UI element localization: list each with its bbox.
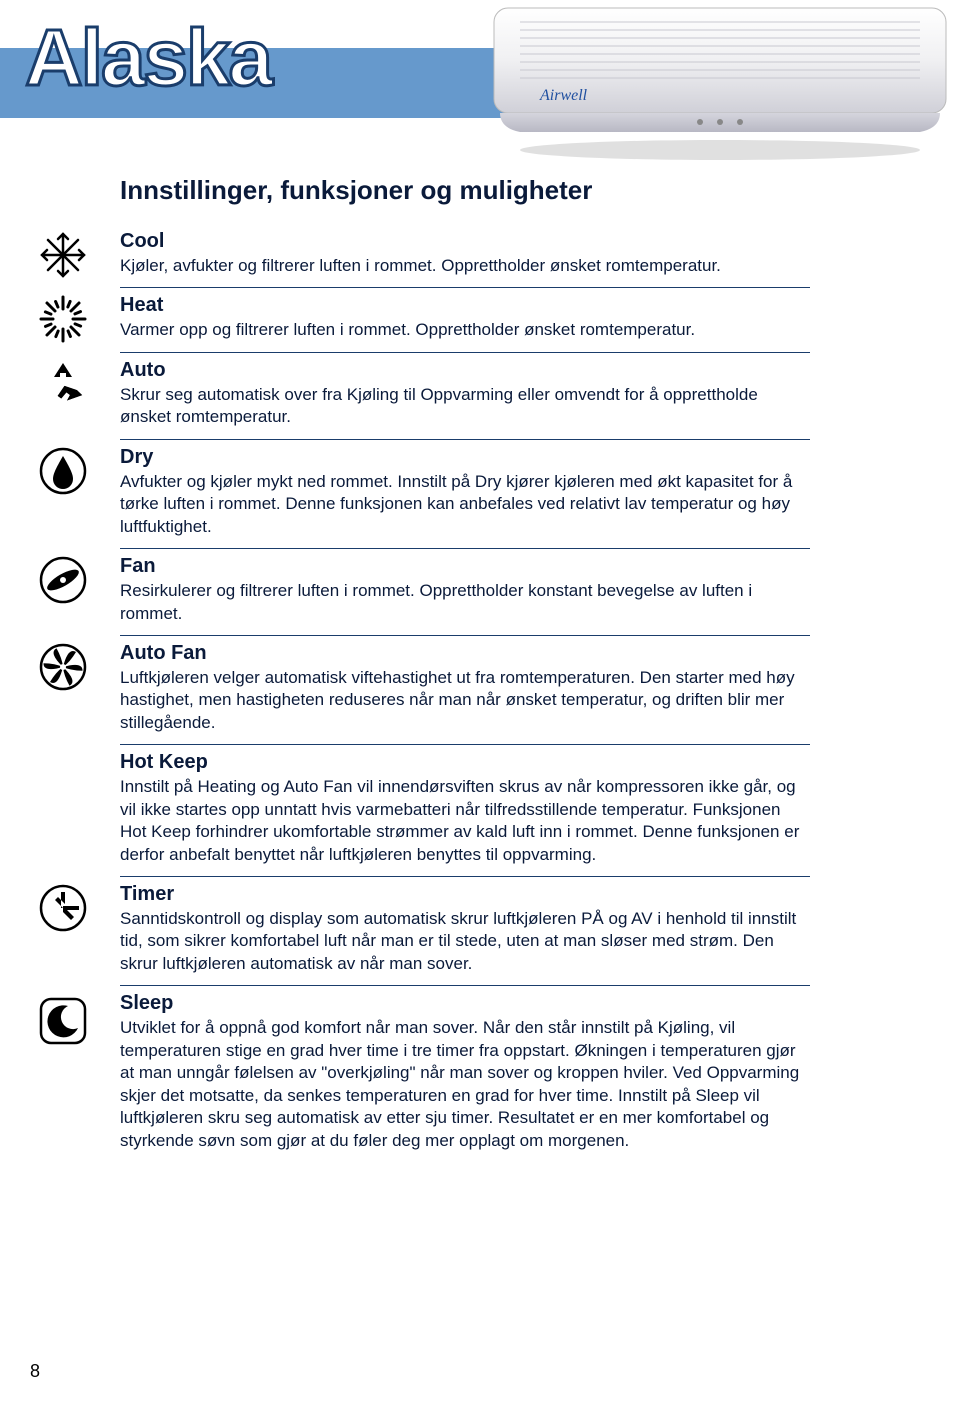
- snowflake-icon: [38, 230, 88, 280]
- feature-body: Utviklet for å oppnå god komfort når man…: [120, 1017, 810, 1152]
- recycle-icon: [38, 359, 88, 409]
- brand-logo: Alaska: [25, 18, 271, 98]
- feature-sleep: Sleep Utviklet for å oppnå god komfort n…: [120, 986, 810, 1162]
- feature-title: Auto: [120, 359, 810, 382]
- feature-title: Heat: [120, 294, 810, 317]
- feature-body: Resirkulerer og filtrerer luften i romme…: [120, 580, 810, 625]
- feature-body: Sanntidskontroll og display som automati…: [120, 908, 810, 975]
- feature-title: Auto Fan: [120, 642, 810, 665]
- feature-heat: Heat Varmer opp og filtrerer luften i ro…: [120, 288, 810, 352]
- moon-icon: [38, 996, 88, 1046]
- feature-body: Luftkjøleren velger automatisk viftehast…: [120, 667, 810, 734]
- feature-timer: Timer Sanntidskontroll og display som au…: [120, 877, 810, 986]
- page-number: 8: [30, 1361, 40, 1382]
- feature-body: Skrur seg automatisk over fra Kjøling ti…: [120, 384, 810, 429]
- feature-autofan: Auto Fan Luftkjøleren velger automatisk …: [120, 636, 810, 745]
- feature-body: Avfukter og kjøler mykt ned rommet. Inns…: [120, 471, 810, 538]
- droplet-icon: [38, 446, 88, 496]
- feature-dry: Dry Avfukter og kjøler mykt ned rommet. …: [120, 440, 810, 549]
- feature-fan: Fan Resirkulerer og filtrerer luften i r…: [120, 549, 810, 636]
- timer-icon: [38, 883, 88, 933]
- feature-title: Dry: [120, 446, 810, 469]
- sun-icon: [38, 294, 88, 344]
- propeller-icon: [38, 555, 88, 605]
- page-title: Innstillinger, funksjoner og muligheter: [120, 175, 810, 206]
- feature-body: Varmer opp og filtrerer luften i rommet.…: [120, 319, 810, 341]
- feature-title: Cool: [120, 230, 810, 253]
- feature-cool: Cool Kjøler, avfukter og filtrerer lufte…: [120, 224, 810, 288]
- feature-hotkeep: Hot Keep Innstilt på Heating og Auto Fan…: [120, 745, 810, 877]
- feature-title: Hot Keep: [120, 751, 810, 774]
- svg-text:Airwell: Airwell: [539, 87, 588, 104]
- feature-title: Fan: [120, 555, 810, 578]
- fanblades-icon: [38, 642, 88, 692]
- feature-title: Timer: [120, 883, 810, 906]
- ac-unit-image: Airwell: [490, 0, 950, 165]
- feature-auto: Auto Skrur seg automatisk over fra Kjøli…: [120, 353, 810, 440]
- content-area: Innstillinger, funksjoner og muligheter …: [120, 175, 810, 1162]
- feature-body: Kjøler, avfukter og filtrerer luften i r…: [120, 255, 810, 277]
- feature-body: Innstilt på Heating og Auto Fan vil inne…: [120, 776, 810, 866]
- feature-title: Sleep: [120, 992, 810, 1015]
